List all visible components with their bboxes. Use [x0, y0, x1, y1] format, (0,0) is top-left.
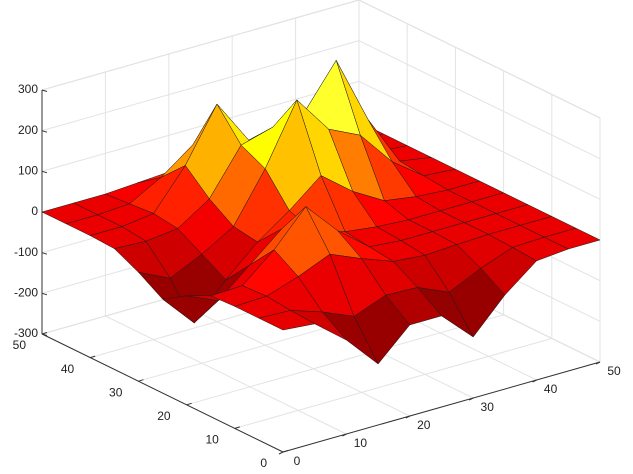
grid-line	[41, 40, 360, 132]
x-tick	[532, 379, 537, 383]
y-axis	[41, 333, 284, 453]
x-tick	[278, 451, 284, 455]
z-tick	[41, 170, 48, 174]
surface	[41, 60, 601, 365]
x-axis	[282, 361, 601, 453]
y-tick	[234, 426, 240, 429]
x-tick-label: 20	[417, 418, 431, 432]
grid-line	[358, 80, 601, 200]
z-tick	[41, 89, 48, 92]
x-tick-label: 30	[481, 400, 495, 414]
grid-line	[105, 315, 347, 435]
y-tick-label: 20	[157, 409, 171, 423]
x-tick	[342, 433, 347, 437]
grid-line	[234, 337, 552, 429]
x-tick-label: 0	[294, 454, 301, 468]
grid-line	[358, 40, 601, 160]
y-tick-label: 30	[109, 385, 123, 399]
z-tick-label: 100	[18, 164, 38, 178]
z-tick-label: 300	[18, 82, 38, 96]
y-tick	[186, 402, 192, 406]
grid-line	[41, 80, 360, 172]
z-tick	[41, 292, 48, 296]
x-tick-label: 40	[544, 382, 558, 396]
y-tick	[138, 379, 144, 382]
grid-line	[186, 314, 504, 406]
z-tick-label: -100	[14, 245, 38, 259]
y-tick-label: 40	[61, 362, 75, 376]
y-tick-label: 50	[13, 338, 27, 352]
grid-line	[358, 0, 601, 119]
surface-patch	[162, 295, 219, 324]
z-tick	[41, 252, 48, 255]
y-tick	[90, 355, 96, 359]
x-tick	[468, 397, 474, 401]
grid-line	[41, 0, 360, 91]
z-tick	[41, 130, 48, 133]
grid-line	[168, 297, 411, 417]
y-tick-label: 0	[260, 456, 267, 470]
surface-patch	[258, 310, 315, 331]
z-tick-label: 200	[18, 123, 38, 137]
x-tick	[405, 415, 411, 419]
z-tick-label: -200	[14, 286, 38, 300]
x-tick-label: 50	[607, 364, 621, 378]
x-tick	[595, 361, 601, 365]
z-tick-label: 0	[31, 204, 38, 218]
z-tick-label: -300	[14, 326, 38, 340]
y-tick	[282, 450, 289, 453]
x-tick-label: 10	[354, 436, 368, 450]
y-tick-label: 10	[205, 433, 219, 447]
z-tick	[41, 333, 48, 336]
